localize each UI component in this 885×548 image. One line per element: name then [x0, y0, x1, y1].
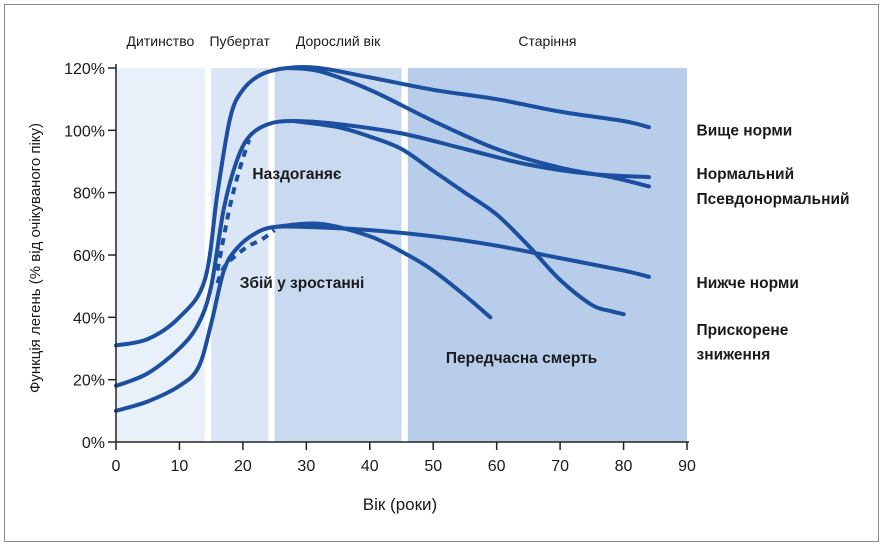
phase-band-0: [116, 68, 205, 442]
series-line-4: [291, 119, 626, 317]
y-tick-label-5: 100%: [64, 123, 105, 140]
annotation-7: Збій у зростанні: [240, 275, 365, 292]
annotation-6: Наздоганяє: [252, 166, 341, 183]
series-lines: [114, 65, 651, 413]
x-tick-label-2: 20: [234, 458, 252, 475]
x-tick-label-8: 80: [615, 458, 633, 475]
phase-label-3: Старіння: [518, 33, 576, 49]
annotation-1: Нормальний: [697, 166, 795, 183]
x-tick-label-7: 70: [551, 458, 569, 475]
x-tick-label-6: 60: [488, 458, 506, 475]
annotations: Вище норми Нормальний Псевдонормальний Нижч…: [240, 122, 850, 367]
phase-label-1: Пубертат: [209, 33, 270, 49]
series-line-2: [285, 66, 651, 189]
y-axis-title: Функція легень (% від очікуваного піку): [27, 123, 44, 393]
phase-bands: Дитинство Пубертат Дорослий вік Старіння: [116, 33, 687, 442]
phase-label-0: Дитинство: [127, 33, 195, 49]
series-line-5: [272, 221, 493, 320]
x-axis-title: Вік (роки): [363, 495, 437, 514]
axes: 0 10 20 30 40 50 60 70 80 90 0% 20% 40% 60% 80% 100% 120…: [64, 61, 696, 475]
y-tick-label-2: 40%: [73, 310, 105, 327]
series-line-1: [114, 119, 651, 388]
annotation-2: Псевдонормальний: [697, 191, 850, 208]
y-tick-label-3: 60%: [73, 248, 105, 265]
x-tick-label-9: 90: [678, 458, 696, 475]
x-tick-label-5: 50: [424, 458, 442, 475]
annotation-8: Передчасна смерть: [446, 350, 597, 367]
x-tick-label-3: 30: [297, 458, 315, 475]
y-tick-label-1: 20%: [73, 373, 105, 390]
y-tick-label-4: 80%: [73, 186, 105, 203]
annotation-3: Нижче норми: [697, 275, 799, 292]
phase-label-2: Дорослий вік: [296, 33, 381, 49]
annotation-4: Прискорене: [697, 322, 789, 339]
series-line-0: [114, 65, 651, 348]
x-tick-label-1: 10: [171, 458, 189, 475]
annotation-5: зниження: [697, 347, 771, 364]
series-line-6: [215, 139, 252, 271]
y-tick-label-6: 120%: [64, 61, 105, 78]
annotation-0: Вище норми: [697, 122, 793, 139]
x-tick-label-0: 0: [112, 458, 121, 475]
series-line-7: [215, 228, 276, 284]
y-tick-label-0: 0%: [82, 435, 105, 452]
x-tick-label-4: 40: [361, 458, 379, 475]
